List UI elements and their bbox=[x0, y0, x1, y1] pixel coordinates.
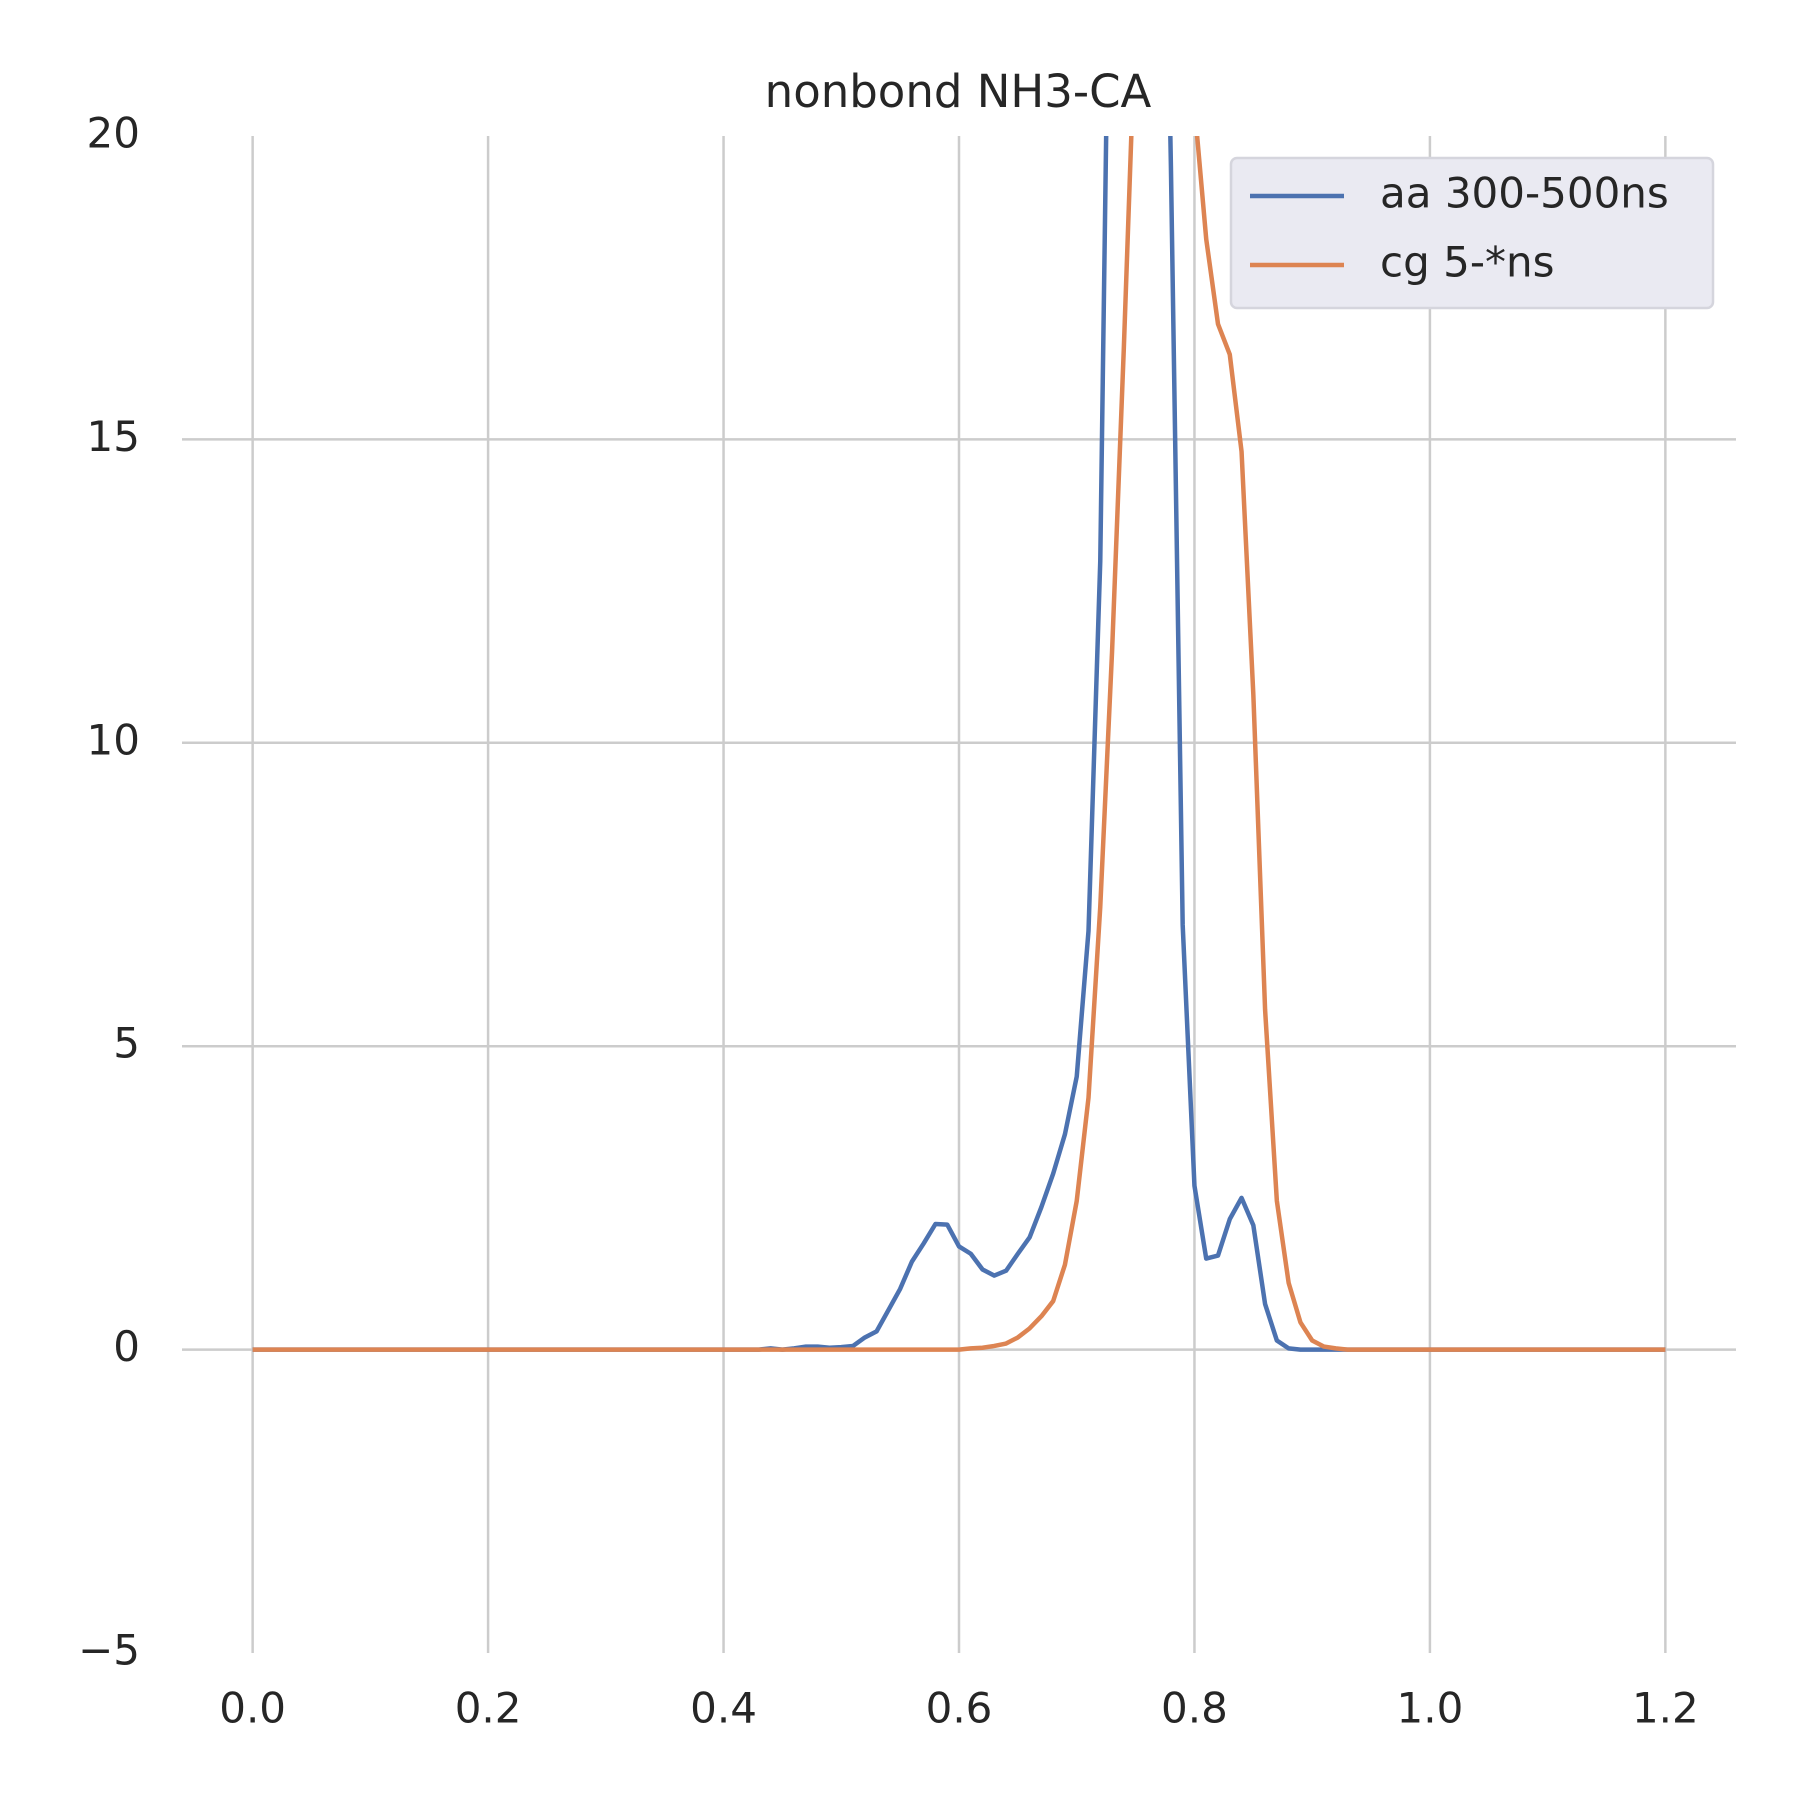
grid bbox=[182, 136, 1736, 1653]
y-tick-label: 15 bbox=[87, 412, 140, 461]
x-tick-label: 0.2 bbox=[455, 1684, 522, 1733]
legend-label: aa 300-500ns bbox=[1380, 169, 1669, 218]
x-tick-label: 1.0 bbox=[1397, 1684, 1464, 1733]
y-tick-label: −5 bbox=[78, 1626, 140, 1675]
x-tick-label: 0.4 bbox=[690, 1684, 757, 1733]
legend-label: cg 5-*ns bbox=[1380, 238, 1554, 287]
x-tick-label: 0.8 bbox=[1161, 1684, 1228, 1733]
legend-box bbox=[1229, 156, 1715, 310]
chart-title: nonbond NH3-CA bbox=[765, 65, 1152, 118]
data-line bbox=[252, 136, 1666, 1352]
y-tick-label: 20 bbox=[87, 109, 140, 158]
tick-labels: 0.0 0.2 0.4 0.6 0.8 1.0 1.2 −5 0 5 10 15 20 bbox=[78, 109, 1699, 1733]
plot-area bbox=[252, 136, 1666, 1352]
legend: aa 300-500ns cg 5-*ns bbox=[1229, 156, 1715, 310]
y-tick-label: 0 bbox=[113, 1322, 140, 1371]
y-tick-label: 10 bbox=[87, 715, 140, 764]
x-tick-label: 0.0 bbox=[219, 1684, 286, 1733]
y-tick-label: 5 bbox=[113, 1019, 140, 1068]
x-tick-label: 0.6 bbox=[926, 1684, 993, 1733]
x-tick-label: 1.2 bbox=[1632, 1684, 1699, 1733]
